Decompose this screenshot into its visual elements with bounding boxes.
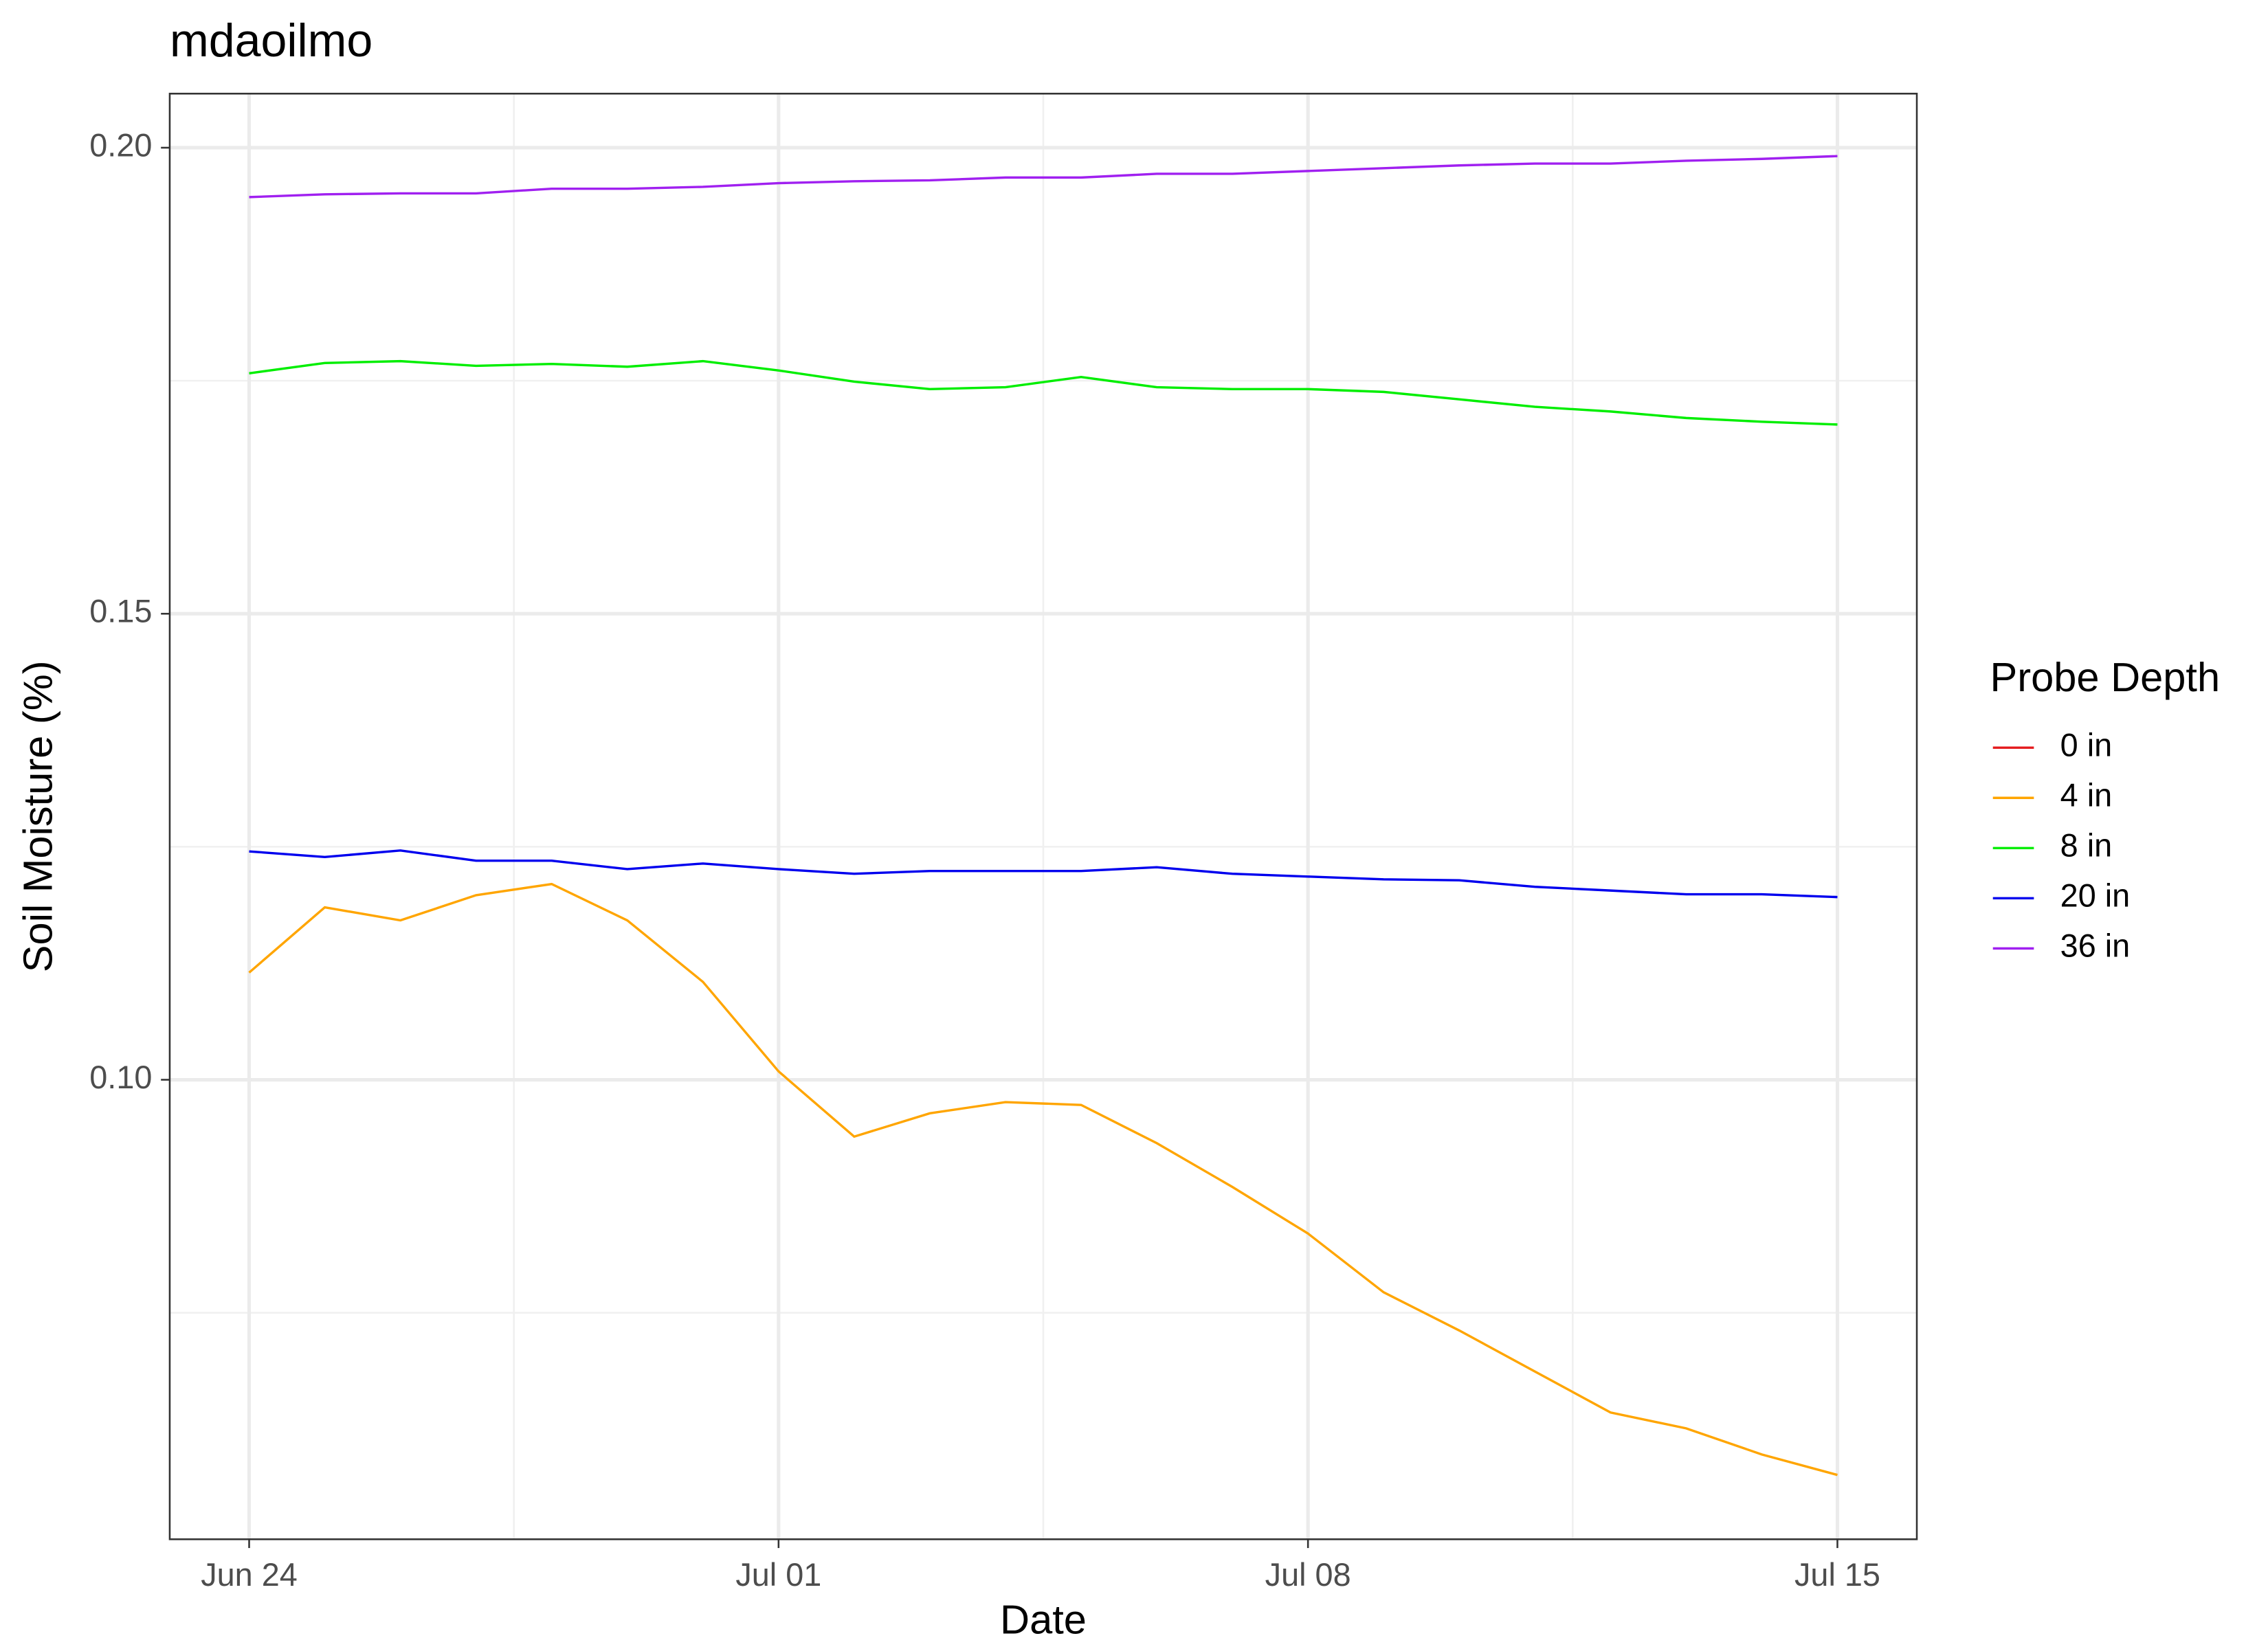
y-tick-label: 0.10 xyxy=(89,1059,152,1095)
legend-label: 8 in xyxy=(2060,828,2113,864)
series-line xyxy=(249,359,1838,426)
legend-label: 0 in xyxy=(2060,728,2113,763)
y-tick-label: 0.20 xyxy=(89,127,152,163)
series-line xyxy=(248,882,1838,1477)
chart-title: mdaoilmo xyxy=(170,14,373,67)
x-tick-label: Jul 15 xyxy=(1794,1557,1880,1593)
y-tick-label: 0.15 xyxy=(89,594,152,629)
y-axis-label: Soil Moisture (%) xyxy=(14,660,60,972)
x-tick-label: Jun 24 xyxy=(201,1557,298,1593)
legend-label: 36 in xyxy=(2060,928,2131,964)
legend-label: 4 in xyxy=(2060,778,2113,814)
x-tick-label: Jul 08 xyxy=(1265,1557,1351,1593)
plot-border xyxy=(168,93,1918,1540)
legend-label: 20 in xyxy=(2060,878,2131,914)
series-line xyxy=(249,155,1838,199)
legend-title: Probe Depth xyxy=(1990,654,2220,700)
x-tick-label: Jul 01 xyxy=(735,1557,821,1593)
x-axis-label: Date xyxy=(1000,1596,1087,1642)
series-line xyxy=(249,849,1838,899)
